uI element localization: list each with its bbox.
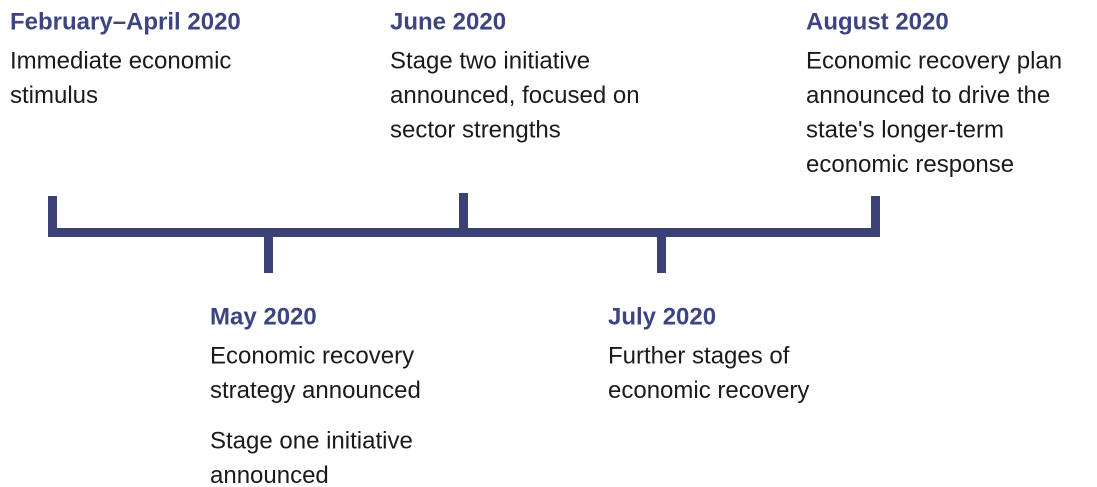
timeline-axis: [48, 193, 880, 273]
tick-down: [657, 228, 666, 273]
event-description: stimulus: [10, 82, 98, 109]
event-description: Further stages of: [608, 342, 790, 369]
event-description: Stage one initiative: [210, 427, 413, 454]
event-description: announced, focused on: [390, 82, 640, 109]
event-date: June 2020: [390, 8, 506, 35]
event-date: July 2020: [608, 303, 716, 330]
tick-down: [264, 228, 273, 273]
event-description: Stage two initiative: [390, 47, 590, 74]
event-description: announced: [210, 462, 329, 487]
event-description: state's longer-term: [806, 116, 1004, 143]
event-description: Economic recovery plan: [806, 47, 1062, 74]
event-date: May 2020: [210, 303, 317, 330]
event-description: economic recovery: [608, 377, 809, 404]
event-description: Economic recovery: [210, 342, 414, 369]
event-date: August 2020: [806, 8, 949, 35]
event-description: strategy announced: [210, 377, 421, 404]
event-description: announced to drive the: [806, 82, 1050, 109]
tick-up: [871, 196, 880, 237]
tick-up: [48, 196, 57, 237]
event-description: sector strengths: [390, 116, 561, 143]
event-date: February–April 2020: [10, 8, 241, 35]
tick-up: [459, 193, 468, 237]
event-description: Immediate economic: [10, 47, 231, 74]
event-description: economic response: [806, 151, 1014, 178]
